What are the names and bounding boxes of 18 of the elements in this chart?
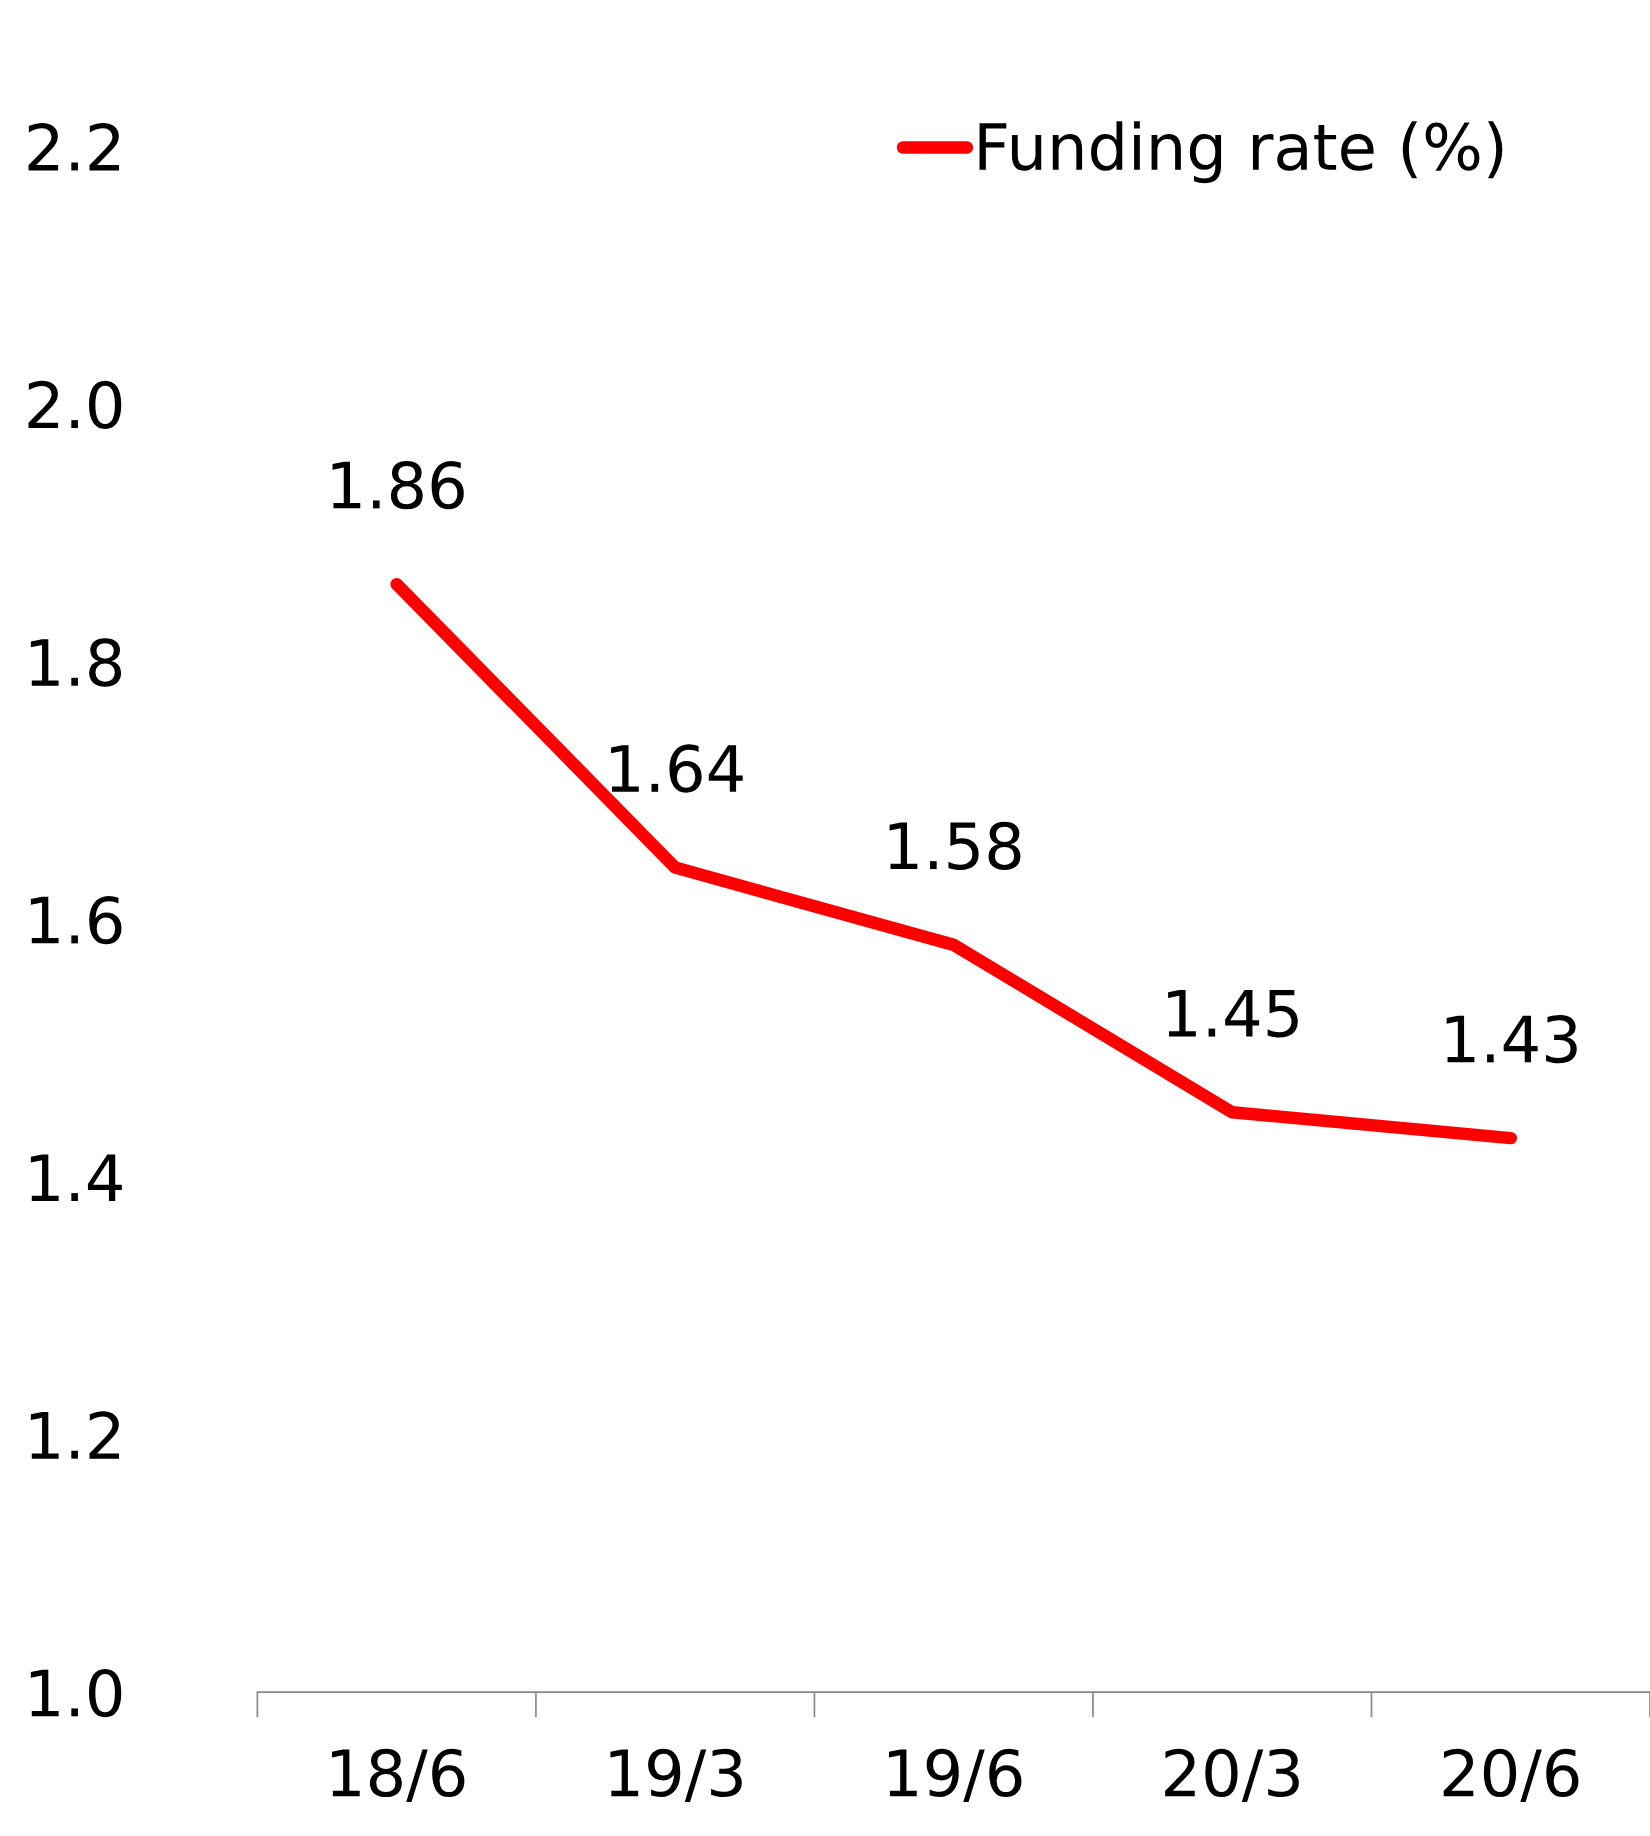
y-tick-label: 1.6 bbox=[30, 895, 122, 945]
data-label: 1.58 bbox=[889, 821, 1021, 870]
data-label: 1.64 bbox=[611, 744, 743, 793]
y-tick-label: 1.2 bbox=[30, 1411, 120, 1459]
y-tick-label: 2.2 bbox=[28, 123, 120, 171]
y-tick-label: 1.0 bbox=[30, 1668, 122, 1718]
x-tick-label: 19/6 bbox=[888, 1748, 1022, 1803]
x-tick-label: 20/3 bbox=[1165, 1748, 1299, 1803]
x-tick-label: 19/3 bbox=[610, 1748, 742, 1803]
x-tick-label: 20/6 bbox=[1443, 1748, 1579, 1803]
legend-label: Funding rate (%) bbox=[979, 121, 1503, 184]
data-label: 1.43 bbox=[1446, 1014, 1577, 1064]
data-label: 1.86 bbox=[332, 460, 464, 510]
x-tick-label: 18/6 bbox=[331, 1748, 465, 1803]
y-tick-label: 2.0 bbox=[28, 380, 122, 429]
y-tick-label: 1.4 bbox=[30, 1154, 122, 1202]
data-label: 1.45 bbox=[1168, 989, 1298, 1038]
y-tick-label: 1.8 bbox=[30, 638, 122, 687]
